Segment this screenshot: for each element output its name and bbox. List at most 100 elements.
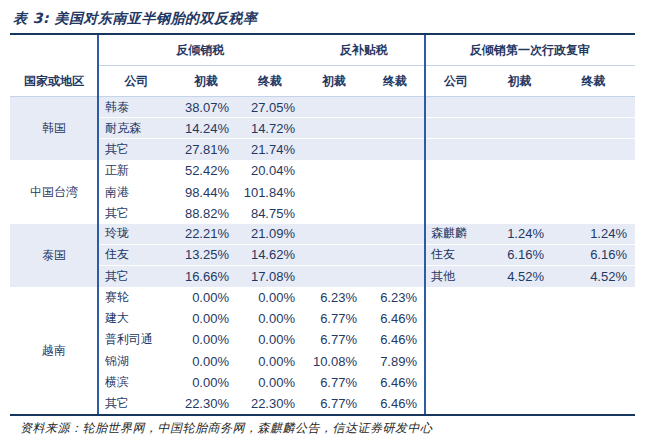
group-header-antidumping: 反倾销税 (98, 42, 303, 59)
ad-final-cell: 0.00% (237, 354, 303, 369)
ad-prelim-cell: 52.42% (175, 163, 237, 178)
company-cell: 耐克森 (98, 120, 175, 137)
cvd-final-cell: 6.46% (365, 375, 425, 390)
section-rows: 赛轮 0.00% 0.00% 6.23% 6.23% 建大 0.00% 0.00… (98, 287, 635, 414)
ad-final-cell: 14.72% (237, 121, 303, 136)
table-row: 锦湖 0.00% 0.00% 10.08% 7.89% (98, 351, 635, 372)
table-row: 建大 0.00% 0.00% 6.77% 6.46% (98, 308, 635, 329)
company-cell: 玲珑 (98, 225, 175, 242)
ad-final-cell: 17.08% (237, 269, 303, 284)
cvd-final-cell: 6.46% (365, 332, 425, 347)
table-row: 南港 98.44% 101.84% (98, 182, 635, 203)
table-row: 玲珑 22.21% 21.09% 森麒麟 1.24% 1.24% (98, 224, 635, 245)
report-table-page: 表 3: 美国对东南亚半钢胎的双反税率 反倾销税 反补贴税 反倾销第一次行政复审… (0, 0, 645, 444)
table-row: 横滨 0.00% 0.00% 6.77% 6.46% (98, 372, 635, 393)
table-row: 其它 16.66% 17.08% 其他 4.52% 4.52% (98, 266, 635, 287)
table-title: 表 3: 美国对东南亚半钢胎的双反税率 (13, 10, 258, 28)
ad-final-cell: 21.74% (237, 142, 303, 157)
column-header-row: 国家或地区 公司 初裁 终裁 初裁 终裁 公司 初裁 终裁 (10, 66, 635, 96)
ad-prelim-cell: 14.24% (175, 121, 237, 136)
table-row: 其它 27.81% 21.74% (98, 139, 635, 160)
source-note: 资料来源：轮胎世界网，中国轮胎商务网，森麒麟公告，信达证券研发中心 (20, 420, 433, 437)
col-header-cvd-prelim: 初裁 (303, 73, 365, 90)
company-cell: 其它 (98, 395, 175, 412)
review-company-cell: 住友 (425, 246, 487, 263)
cvd-final-cell: 6.46% (365, 311, 425, 326)
ad-prelim-cell: 38.07% (175, 100, 237, 115)
company-cell: 普利司通 (98, 331, 175, 348)
cvd-prelim-cell: 6.77% (303, 311, 365, 326)
col-header-cvd-final: 终裁 (365, 73, 425, 90)
col-header-region: 国家或地区 (10, 73, 98, 90)
table-row: 住友 13.25% 14.62% 住友 6.16% 6.16% (98, 245, 635, 266)
table-row: 赛轮 0.00% 0.00% 6.23% 6.23% (98, 287, 635, 308)
review-prelim-cell: 1.24% (487, 226, 552, 241)
ad-prelim-cell: 0.00% (175, 375, 237, 390)
company-cell: 南港 (98, 184, 175, 201)
company-cell: 横滨 (98, 374, 175, 391)
ad-final-cell: 0.00% (237, 290, 303, 305)
ad-final-cell: 22.30% (237, 396, 303, 411)
section-vietnam: 越南 赛轮 0.00% 0.00% 6.23% 6.23% 建大 0.00% 0… (10, 287, 635, 414)
table-row: 耐克森 14.24% 14.72% (98, 118, 635, 139)
ad-prelim-cell: 0.00% (175, 311, 237, 326)
review-company-cell: 森麒麟 (425, 225, 487, 242)
section-rows: 正新 52.42% 20.04% 南港 98.44% 101.84% (98, 160, 635, 223)
bottom-rule (10, 414, 635, 416)
company-cell: 住友 (98, 246, 175, 263)
review-prelim-cell: 6.16% (487, 247, 552, 262)
ad-final-cell: 27.05% (237, 100, 303, 115)
ad-prelim-cell: 0.00% (175, 332, 237, 347)
company-cell: 其它 (98, 141, 175, 158)
review-prelim-cell: 4.52% (487, 269, 552, 284)
company-cell: 韩泰 (98, 99, 175, 116)
table-row: 韩泰 38.07% 27.05% (98, 97, 635, 118)
cvd-prelim-cell: 10.08% (303, 354, 365, 369)
section-taiwan: 中国台湾 正新 52.42% 20.04% 南港 98.44% 101.84% (10, 160, 635, 223)
ad-prelim-cell: 13.25% (175, 247, 237, 262)
company-cell: 正新 (98, 162, 175, 179)
ad-prelim-cell: 27.81% (175, 142, 237, 157)
section-rows: 玲珑 22.21% 21.09% 森麒麟 1.24% 1.24% 住友 13.2… (98, 224, 635, 287)
group-header-countervailing: 反补贴税 (303, 42, 425, 59)
company-cell: 赛轮 (98, 289, 175, 306)
table-row: 其它 88.82% 84.75% (98, 203, 635, 224)
cvd-prelim-cell: 6.77% (303, 375, 365, 390)
group-header-row: 反倾销税 反补贴税 反倾销第一次行政复审 (10, 35, 635, 65)
company-cell: 其它 (98, 205, 175, 222)
review-final-cell: 4.52% (552, 269, 635, 284)
region-label: 韩国 (10, 97, 98, 160)
data-table: 反倾销税 反补贴税 反倾销第一次行政复审 国家或地区 公司 初裁 终裁 初裁 终… (10, 33, 635, 416)
section-thailand: 泰国 玲珑 22.21% 21.09% 森麒麟 1.24% 1.24% 住友 1… (10, 224, 635, 287)
ad-prelim-cell: 98.44% (175, 185, 237, 200)
col-header-company: 公司 (98, 73, 175, 90)
region-label: 越南 (10, 287, 98, 414)
review-final-cell: 1.24% (552, 226, 635, 241)
col-header-ad-final: 终裁 (237, 73, 303, 90)
review-column-divider (424, 35, 426, 414)
table-row: 其它 22.30% 22.30% 6.77% 6.46% (98, 393, 635, 414)
region-label: 泰国 (10, 224, 98, 287)
ad-prelim-cell: 22.30% (175, 396, 237, 411)
company-cell: 其它 (98, 268, 175, 285)
company-cell: 建大 (98, 310, 175, 327)
review-final-cell: 6.16% (552, 247, 635, 262)
ad-prelim-cell: 0.00% (175, 354, 237, 369)
cvd-prelim-cell: 6.23% (303, 290, 365, 305)
ad-final-cell: 0.00% (237, 311, 303, 326)
ad-final-cell: 14.62% (237, 247, 303, 262)
ad-final-cell: 0.00% (237, 375, 303, 390)
section-rows: 韩泰 38.07% 27.05% 耐克森 14.24% 14.72% (98, 97, 635, 160)
section-korea: 韩国 韩泰 38.07% 27.05% 耐克森 14.24% 14.72% (10, 97, 635, 160)
company-cell: 锦湖 (98, 353, 175, 370)
ad-final-cell: 20.04% (237, 163, 303, 178)
table-row: 正新 52.42% 20.04% (98, 160, 635, 181)
cvd-final-cell: 6.46% (365, 396, 425, 411)
cvd-final-cell: 7.89% (365, 354, 425, 369)
ad-final-cell: 0.00% (237, 332, 303, 347)
ad-prelim-cell: 0.00% (175, 290, 237, 305)
region-label: 中国台湾 (10, 160, 98, 223)
col-header-review-company: 公司 (425, 73, 487, 90)
cvd-prelim-cell: 6.77% (303, 332, 365, 347)
group-header-admin-review: 反倾销第一次行政复审 (425, 42, 635, 59)
